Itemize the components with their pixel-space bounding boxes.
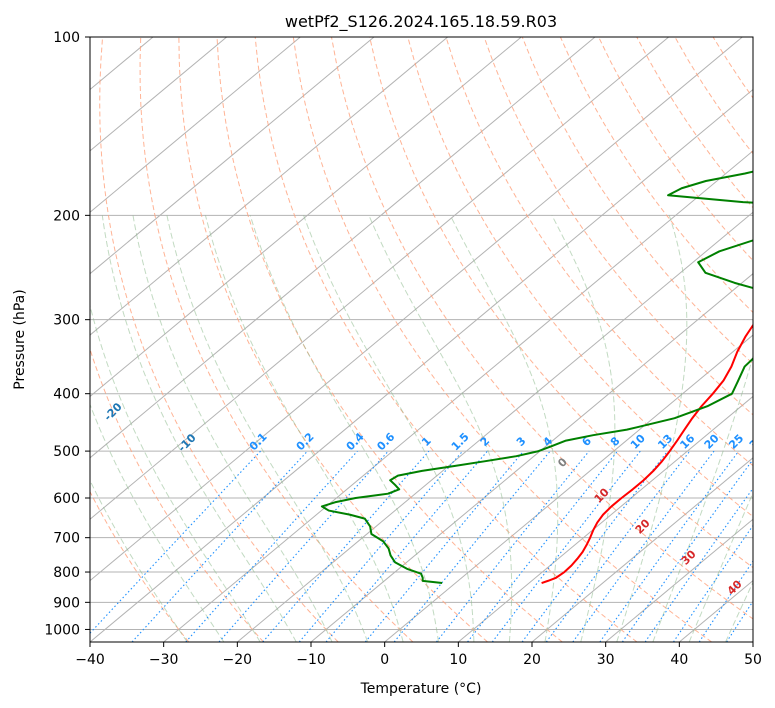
moist-adiabat xyxy=(101,215,297,642)
dewpoint-profile-line xyxy=(320,170,753,585)
isotherm-line xyxy=(458,395,753,642)
isotherm-line xyxy=(90,88,753,642)
dry-adiabat xyxy=(445,37,753,467)
isotherm-line xyxy=(90,37,669,520)
moist-adiabat xyxy=(688,491,753,642)
y-tick-label: 800 xyxy=(53,565,80,581)
isobar-gridlines xyxy=(90,37,753,630)
dry-adiabats xyxy=(90,37,753,642)
y-tick-label: 200 xyxy=(53,208,80,224)
x-tick-label: 40 xyxy=(670,652,688,668)
y-axis-ticks: 100 200 300 400 500 600 700 800 900 1000 xyxy=(44,30,90,638)
y-tick-label: 100 xyxy=(53,30,80,46)
isotherm-line xyxy=(90,37,448,336)
mixing-ratio-line xyxy=(644,487,753,642)
temperature-profile-line xyxy=(541,323,753,584)
moist-adiabat xyxy=(616,215,688,642)
y-tick-label: 300 xyxy=(53,313,80,329)
dry-adiabat xyxy=(178,37,488,642)
isotherm-line xyxy=(237,211,753,642)
moist-adiabat xyxy=(303,215,475,642)
dry-adiabat xyxy=(90,347,264,642)
mixing-ratio-line xyxy=(621,458,753,642)
x-tick-label: −30 xyxy=(149,652,179,668)
y-tick-label: 600 xyxy=(53,491,80,507)
isotherm-line xyxy=(90,37,301,213)
dry-adiabat xyxy=(331,37,753,620)
mixing-ratio-lines xyxy=(90,450,753,642)
moist-adiabat xyxy=(368,215,513,642)
x-tick-label: −10 xyxy=(296,652,326,668)
mixing-ratio-line xyxy=(218,450,389,642)
mixing-ratio-line xyxy=(364,450,525,642)
moist-adiabat xyxy=(449,215,559,642)
mixing-ratio-line xyxy=(435,450,590,642)
plot-area: -100-90-80-70-60-50-40-30-20-100.10.20.4… xyxy=(90,37,767,642)
mixing-ratio-line xyxy=(185,450,358,642)
dry-adiabat xyxy=(407,37,753,518)
mixing-ratio-line xyxy=(599,450,740,642)
mixing-ratio-label: 30 xyxy=(747,431,767,451)
dry-adiabat xyxy=(254,37,638,642)
y-tick-label: 500 xyxy=(53,444,80,460)
mixing-ratio-line xyxy=(325,450,488,642)
moist-adiabat xyxy=(90,303,261,642)
moist-adiabat xyxy=(725,581,753,642)
isotherm-line xyxy=(605,518,753,642)
profile-series xyxy=(320,170,753,585)
dry-adiabat xyxy=(369,37,753,569)
isotherm-line xyxy=(90,37,375,275)
x-axis-label: Temperature (°C) xyxy=(360,681,482,697)
moist-adiabat xyxy=(90,403,225,642)
isotherm-line xyxy=(90,37,227,152)
mixing-ratio-line xyxy=(131,450,308,642)
y-tick-label: 700 xyxy=(53,531,80,547)
moist-adiabat xyxy=(249,215,439,642)
mixing-ratio-line xyxy=(545,450,691,642)
x-tick-label: −20 xyxy=(223,652,253,668)
mixing-ratio-line xyxy=(521,450,669,642)
x-tick-label: −40 xyxy=(75,652,105,668)
y-tick-label: 900 xyxy=(53,595,80,611)
chart-title: wetPf2_S126.2024.165.18.59.R03 xyxy=(285,12,557,32)
isotherm-line xyxy=(90,37,596,459)
moist-adiabat xyxy=(166,215,369,642)
dry-adiabat xyxy=(292,37,713,642)
mixing-ratio-line xyxy=(90,450,262,634)
x-axis-ticks: −40 −30 −20 −10 0 10 20 30 40 50 xyxy=(75,642,762,668)
x-tick-label: 0 xyxy=(380,652,389,668)
isotherm-line xyxy=(384,334,753,642)
isotherm-line xyxy=(531,457,753,642)
x-tick-label: 20 xyxy=(523,652,541,668)
x-tick-label: 50 xyxy=(744,652,762,668)
mixing-ratio-line xyxy=(572,450,715,642)
dry-adiabat xyxy=(216,37,563,642)
y-axis-label: Pressure (hPa) xyxy=(12,289,28,389)
isotherm-line xyxy=(90,37,522,398)
y-tick-label: 1000 xyxy=(44,622,80,638)
moist-adiabat xyxy=(652,354,753,642)
mixing-ratio-line xyxy=(698,560,753,642)
moist-adiabat xyxy=(204,215,404,642)
x-tick-label: 30 xyxy=(597,652,615,668)
x-tick-label: 10 xyxy=(449,652,467,668)
y-tick-label: 400 xyxy=(53,387,80,403)
isotherm-line xyxy=(90,37,743,582)
mixing-ratio-line xyxy=(672,524,753,642)
isotherm-line xyxy=(163,150,753,642)
isotherm-gridlines xyxy=(90,37,753,642)
dry-adiabat xyxy=(99,37,339,642)
mixing-ratio-line xyxy=(393,450,551,642)
dry-adiabat xyxy=(139,37,414,642)
plot-frame xyxy=(89,36,754,643)
moist-adiabat xyxy=(90,479,188,642)
dry-adiabat xyxy=(521,37,753,365)
